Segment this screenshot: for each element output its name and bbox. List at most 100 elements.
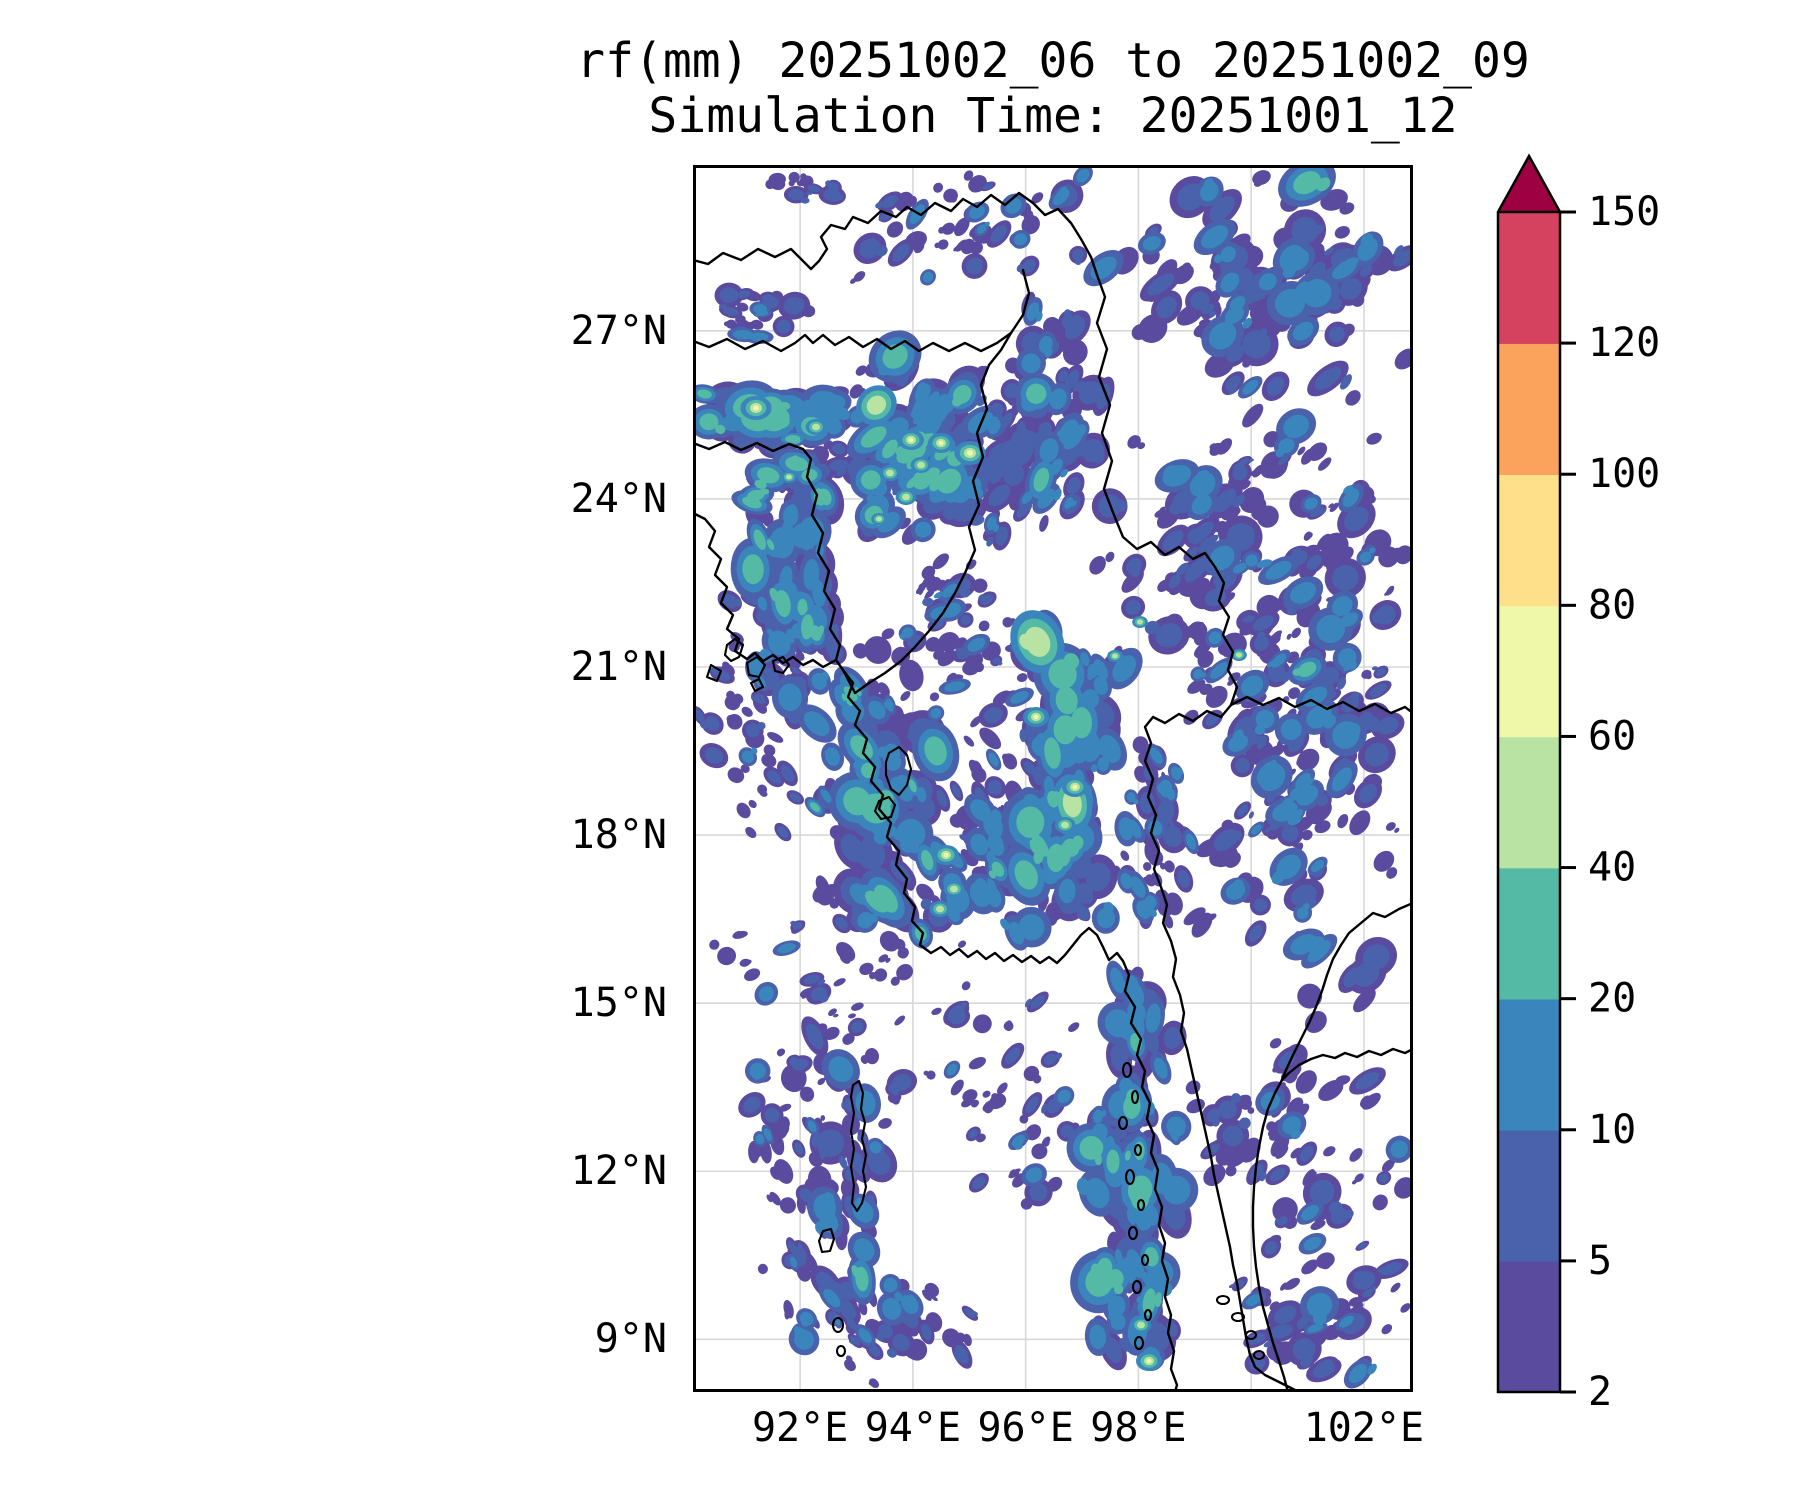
rain-cell xyxy=(1064,369,1080,390)
rain-cell xyxy=(891,646,911,666)
rain-cell xyxy=(786,628,795,644)
rain-cell xyxy=(1153,1057,1168,1079)
y-tick-label: 9°N xyxy=(594,1316,667,1363)
rain-cell xyxy=(1033,1188,1044,1198)
rain-cell xyxy=(1370,1286,1377,1292)
rain-cell xyxy=(809,625,822,641)
rain-cell xyxy=(1110,1044,1128,1072)
rain-cell xyxy=(800,197,810,204)
colorbar-ticks: 150 120 100 80 60 40 20 10 5 2 xyxy=(1560,189,1660,1415)
rain-cell xyxy=(1114,1249,1123,1266)
rain-cell xyxy=(1315,793,1329,807)
rain-cell xyxy=(1014,1144,1023,1150)
rain-cell xyxy=(1055,846,1065,857)
rain-cell xyxy=(1097,757,1110,772)
rain-cell xyxy=(1016,806,1045,838)
rain-cell xyxy=(1016,504,1028,519)
rain-cell xyxy=(855,365,867,376)
rain-cell xyxy=(923,1070,929,1076)
colorbar-tick-label: 120 xyxy=(1588,320,1660,366)
rain-cell xyxy=(1233,462,1245,471)
rain-cell xyxy=(1297,446,1306,456)
y-tick-label: 24°N xyxy=(570,475,667,522)
rain-cell xyxy=(935,641,949,650)
rain-cell xyxy=(723,306,739,316)
rain-cell xyxy=(1318,457,1332,471)
rain-cell xyxy=(1291,216,1319,245)
rain-cell xyxy=(1045,1140,1050,1147)
rain-cell xyxy=(804,711,830,736)
rain-cell xyxy=(1288,687,1301,699)
rain-cell xyxy=(953,245,961,252)
island-outline xyxy=(884,745,913,797)
rain-cell xyxy=(1266,791,1277,803)
rain-cell xyxy=(839,953,851,964)
rain-cell xyxy=(1275,448,1285,458)
rain-cell xyxy=(776,1137,784,1150)
rain-cell xyxy=(1310,507,1324,517)
rain-cell xyxy=(1025,1096,1039,1113)
rain-cell xyxy=(1369,547,1376,554)
rain-cell xyxy=(996,1082,1008,1095)
rain-cell xyxy=(1295,773,1311,790)
rain-cell xyxy=(960,588,971,598)
rain-cell xyxy=(1296,907,1309,920)
rain-cell xyxy=(1360,815,1369,826)
colorbar-tick-label: 2 xyxy=(1588,1369,1612,1415)
rain-cell xyxy=(859,962,874,976)
rain-cell xyxy=(1114,499,1127,513)
rain-cell xyxy=(1372,1194,1388,1211)
rain-cell xyxy=(1349,1148,1363,1162)
rain-cell xyxy=(1201,225,1229,249)
island-outline xyxy=(1252,1349,1266,1361)
rain-cell xyxy=(1204,1143,1220,1156)
rain-cell xyxy=(1127,975,1139,990)
rain-cell xyxy=(949,813,964,828)
rain-cell xyxy=(788,504,798,516)
rain-cell xyxy=(1213,254,1223,264)
rain-cell xyxy=(926,1070,936,1080)
rain-cell xyxy=(1295,563,1307,573)
rain-cell xyxy=(1092,450,1105,464)
rain-cell xyxy=(750,695,758,702)
rain-cell xyxy=(1350,692,1360,703)
rain-cell xyxy=(953,217,970,237)
rain-cell xyxy=(990,402,1004,416)
rain-cell xyxy=(1290,934,1318,955)
rain-cell xyxy=(699,720,709,729)
rain-cell xyxy=(754,693,766,705)
rain-cell xyxy=(1304,497,1318,510)
rain-cell xyxy=(1011,1134,1025,1147)
rain-cell xyxy=(1132,1013,1145,1032)
rain-cell xyxy=(1163,860,1175,873)
peak-center xyxy=(908,437,914,443)
peak-core xyxy=(1137,1321,1145,1329)
rain-cell xyxy=(732,930,741,937)
colorbar-tick-label: 80 xyxy=(1588,582,1636,628)
rain-cell xyxy=(1085,1177,1110,1209)
x-tick-label: 94°E xyxy=(864,1405,962,1451)
rain-cell xyxy=(948,194,958,203)
rain-cell xyxy=(1073,381,1083,392)
rain-cell xyxy=(1390,1140,1408,1159)
rain-cell xyxy=(1057,1089,1071,1104)
rain-cell xyxy=(1289,798,1294,804)
rain-cell xyxy=(950,1079,964,1096)
rain-cell xyxy=(1074,258,1082,266)
island-outline xyxy=(1136,1198,1146,1212)
rain-cell xyxy=(1144,620,1160,635)
rain-cell xyxy=(1316,177,1331,192)
rain-cell xyxy=(977,224,987,234)
rain-cell xyxy=(723,321,730,327)
rain-cell xyxy=(732,329,754,340)
rain-cell xyxy=(1092,1123,1108,1140)
rain-cell xyxy=(1252,464,1264,478)
rain-cell xyxy=(1308,1171,1317,1180)
rain-cell xyxy=(952,784,961,798)
island-outline xyxy=(745,655,767,679)
rain-cell xyxy=(1364,742,1390,767)
rain-cell xyxy=(820,789,832,803)
rain-cell xyxy=(1232,494,1246,508)
rain-cell xyxy=(1076,169,1090,183)
rain-cell xyxy=(1008,921,1025,945)
